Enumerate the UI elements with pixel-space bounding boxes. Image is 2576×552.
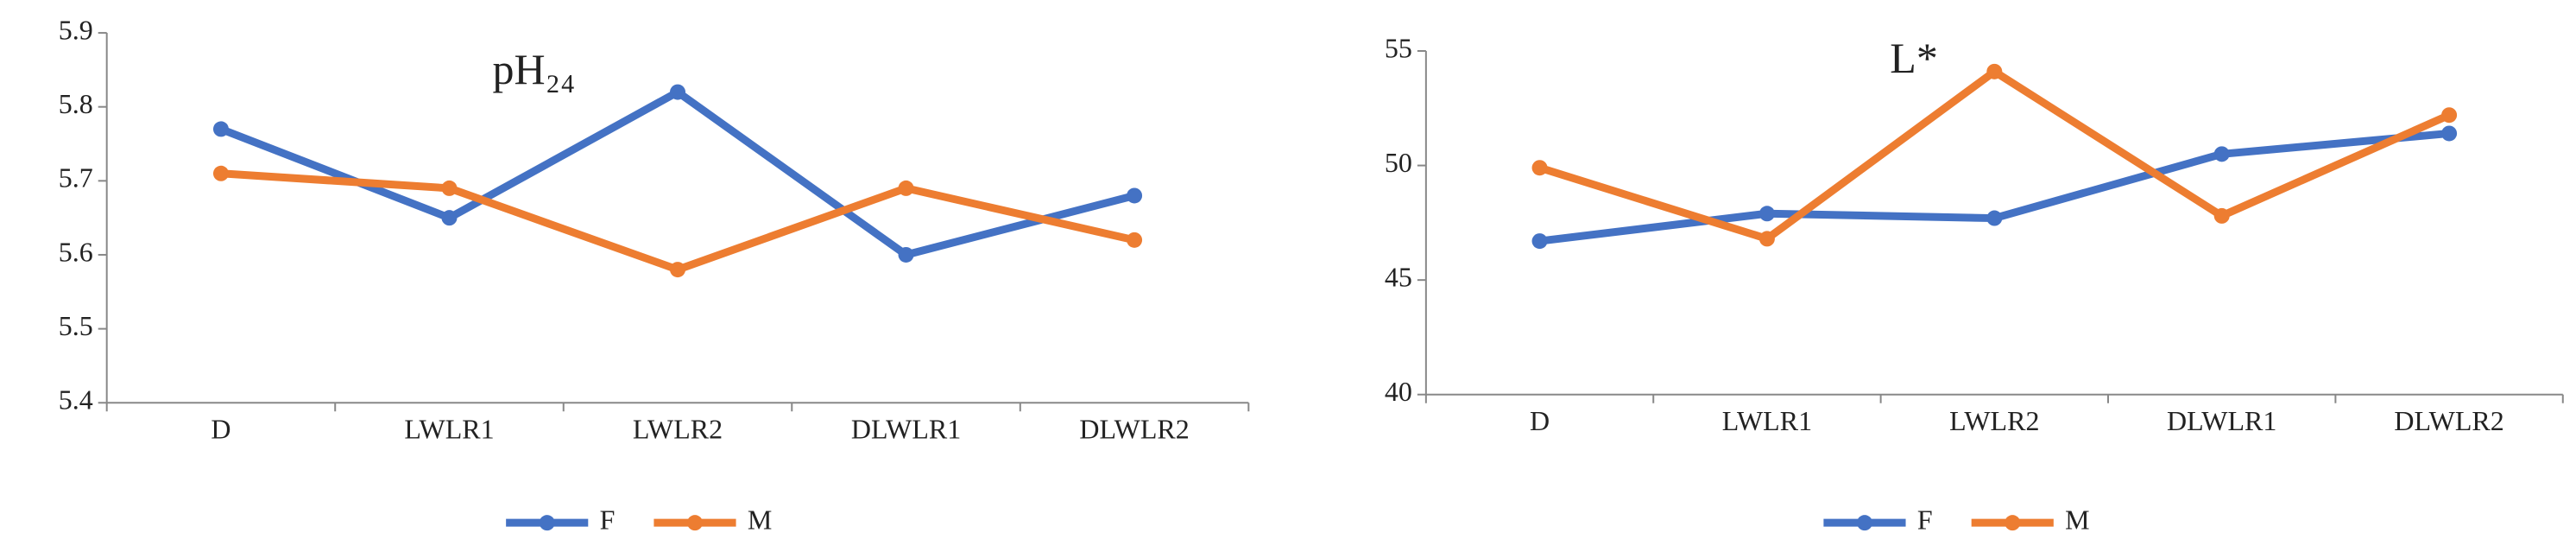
point: [1127, 187, 1143, 204]
series-line: [220, 169, 1136, 274]
point: [1531, 233, 1548, 250]
x-tick-label: DLWLR2: [1079, 414, 1189, 445]
point: [2213, 146, 2230, 162]
legend-label: F: [600, 504, 616, 536]
y-tick-label: 5.5: [59, 310, 93, 341]
point: [898, 180, 914, 196]
x-tick-label: D: [211, 414, 230, 445]
point: [670, 84, 686, 100]
x-tick-label: DLWLR2: [2394, 405, 2503, 436]
legend-marker: [2005, 515, 2021, 531]
point: [441, 180, 458, 196]
x-tick-label: LWLR2: [633, 414, 723, 445]
x-tick-label: LWLR1: [1722, 405, 1812, 436]
point: [212, 165, 229, 181]
legend-marker: [686, 515, 703, 531]
legend-marker: [1856, 515, 1872, 531]
x-tick-label: D: [1530, 405, 1550, 436]
point: [1986, 210, 2003, 226]
point: [441, 210, 458, 226]
x-tick-label: LWLR1: [404, 414, 494, 445]
series-line: [219, 88, 1136, 259]
point: [2441, 107, 2458, 124]
point: [212, 121, 229, 137]
legend-label: F: [1917, 504, 1933, 536]
y-tick-label: 55: [1385, 32, 1412, 63]
y-tick-label: 5.4: [59, 384, 93, 416]
legend-label: M: [748, 504, 772, 536]
x-tick-label: DLWLR1: [2167, 405, 2276, 436]
y-tick-label: 5.9: [59, 14, 93, 45]
point: [1758, 206, 1775, 222]
point: [1127, 232, 1143, 248]
x-tick-label: DLWLR1: [851, 414, 961, 445]
y-tick-label: 5.7: [59, 162, 93, 194]
y-tick-label: 5.6: [59, 236, 93, 267]
x-tick-label: LWLR2: [1949, 405, 2039, 436]
y-tick-label: 45: [1385, 261, 1412, 292]
legend-marker: [539, 515, 555, 531]
point: [1986, 63, 2003, 79]
chart-title: pH₂₄: [493, 45, 576, 93]
point: [898, 246, 914, 263]
point: [670, 262, 686, 278]
point: [1531, 160, 1548, 176]
point: [1758, 231, 1775, 247]
point: [2441, 125, 2458, 142]
y-tick-label: 50: [1385, 147, 1412, 178]
chart-title: L*: [1890, 34, 1938, 82]
y-tick-label: 40: [1385, 376, 1412, 407]
y-tick-label: 5.8: [59, 88, 93, 119]
point: [2213, 207, 2230, 224]
legend-label: M: [2065, 504, 2089, 536]
